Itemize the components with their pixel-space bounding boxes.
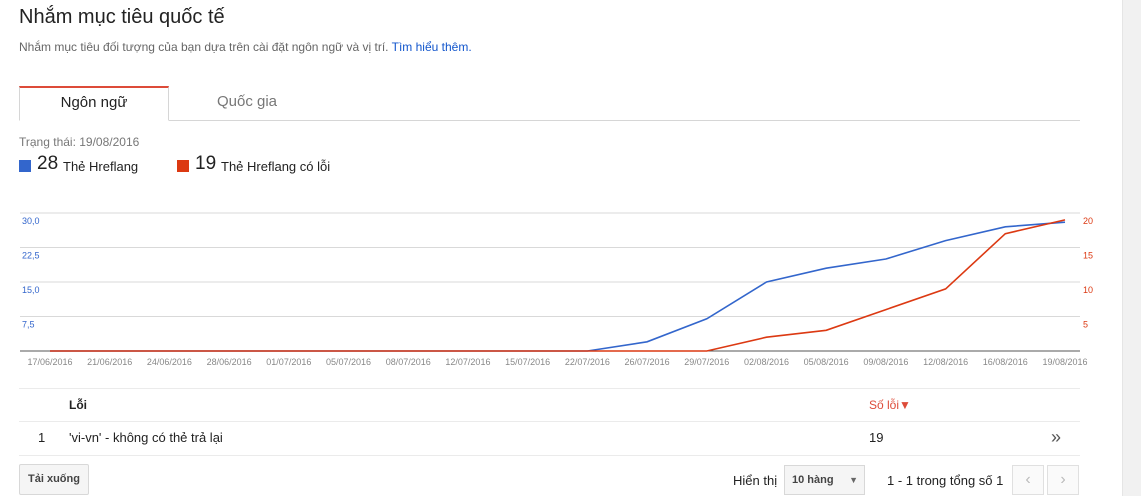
legend-label: Thẻ Hreflang có lỗi: [221, 159, 331, 174]
x-tick-label: 28/06/2016: [207, 357, 252, 367]
download-button[interactable]: Tải xuống: [19, 464, 89, 495]
y-right-tick-label: 15: [1083, 251, 1093, 261]
y-left-tick-label: 15,0: [22, 285, 40, 295]
page-title: Nhắm mục tiêu quốc tế: [19, 6, 225, 28]
x-tick-label: 16/08/2016: [983, 357, 1028, 367]
x-tick-label: 09/08/2016: [863, 357, 908, 367]
series-line-hreflang-errors: [50, 219, 1066, 352]
y-left-tick-label: 7,5: [22, 320, 35, 330]
x-tick-label: 01/07/2016: [266, 357, 311, 367]
x-tick-label: 15/07/2016: [505, 357, 550, 367]
y-right-tick-label: 20: [1083, 216, 1093, 226]
rows-per-page-select[interactable]: 10 hàng ▼: [784, 465, 865, 495]
rows-per-page-label: Hiển thị: [733, 473, 778, 488]
row-error-text: 'vi-vn' - không có thẻ trả lại: [69, 430, 223, 445]
previous-page-button[interactable]: ‹: [1012, 465, 1044, 495]
next-page-button[interactable]: ›: [1047, 465, 1079, 495]
subtitle-text: Nhắm mục tiêu đối tượng của bạn dựa trên…: [19, 40, 389, 54]
hreflang-chart: 30,0 22,5 15,0 7,5 20 15 10 5 17/06/2016 21/06/20…: [20, 212, 1093, 367]
x-tick-label: 05/07/2016: [326, 357, 371, 367]
status-text: Trạng thái: 19/08/2016: [19, 135, 140, 149]
x-tick-label: 22/07/2016: [565, 357, 610, 367]
x-tick-label: 26/07/2016: [625, 357, 670, 367]
x-tick-label: 02/08/2016: [744, 357, 789, 367]
x-tick-label: 12/07/2016: [445, 357, 490, 367]
x-tick-label: 05/08/2016: [804, 357, 849, 367]
scrollbar-track[interactable]: [1122, 0, 1141, 496]
x-tick-label: 29/07/2016: [684, 357, 729, 367]
legend-swatch-red: [177, 160, 189, 172]
legend-swatch-blue: [19, 160, 31, 172]
learn-more-link[interactable]: Tìm hiểu thêm.: [391, 40, 472, 54]
chevron-right-icon: ›: [1060, 471, 1066, 488]
y-right-tick-label: 10: [1083, 285, 1093, 295]
x-tick-label: 24/06/2016: [147, 357, 192, 367]
rows-per-page-value: 10 hàng: [792, 474, 834, 486]
tab-country[interactable]: Quốc gia: [216, 93, 278, 110]
y-left-tick-label: 30,0: [22, 216, 40, 226]
tab-bar: Ngôn ngữ Quốc gia: [19, 86, 1080, 121]
x-tick-label: 17/06/2016: [27, 357, 72, 367]
pagination-range: 1 - 1 trong tổng số 1: [887, 473, 1004, 488]
chevron-down-icon: ▼: [849, 475, 858, 485]
legend-label: Thẻ Hreflang: [63, 159, 139, 174]
x-tick-label: 12/08/2016: [923, 357, 968, 367]
y-left-tick-label: 22,5: [22, 251, 40, 261]
y-right-tick-label: 5: [1083, 320, 1088, 330]
table-header: Lỗi Số lỗi▼: [19, 388, 1080, 422]
x-tick-label: 08/07/2016: [386, 357, 431, 367]
x-tick-label: 19/08/2016: [1042, 357, 1087, 367]
tab-language[interactable]: Ngôn ngữ: [19, 86, 169, 121]
series-line-hreflang: [50, 221, 1066, 352]
x-tick-label: 21/06/2016: [87, 357, 132, 367]
legend-count: 28: [37, 153, 59, 174]
column-header-error[interactable]: Lỗi: [69, 398, 87, 412]
chevron-left-icon: ‹: [1025, 471, 1031, 488]
details-chevron-icon[interactable]: »: [1051, 427, 1062, 447]
row-index: 1: [38, 430, 46, 445]
legend-count: 19: [195, 153, 217, 174]
table-row[interactable]: 1 'vi-vn' - không có thẻ trả lại 19 »: [19, 421, 1080, 456]
page-subtitle: Nhắm mục tiêu đối tượng của bạn dựa trên…: [19, 40, 472, 54]
row-error-count: 19: [869, 430, 884, 445]
column-header-count[interactable]: Số lỗi▼: [869, 398, 911, 412]
